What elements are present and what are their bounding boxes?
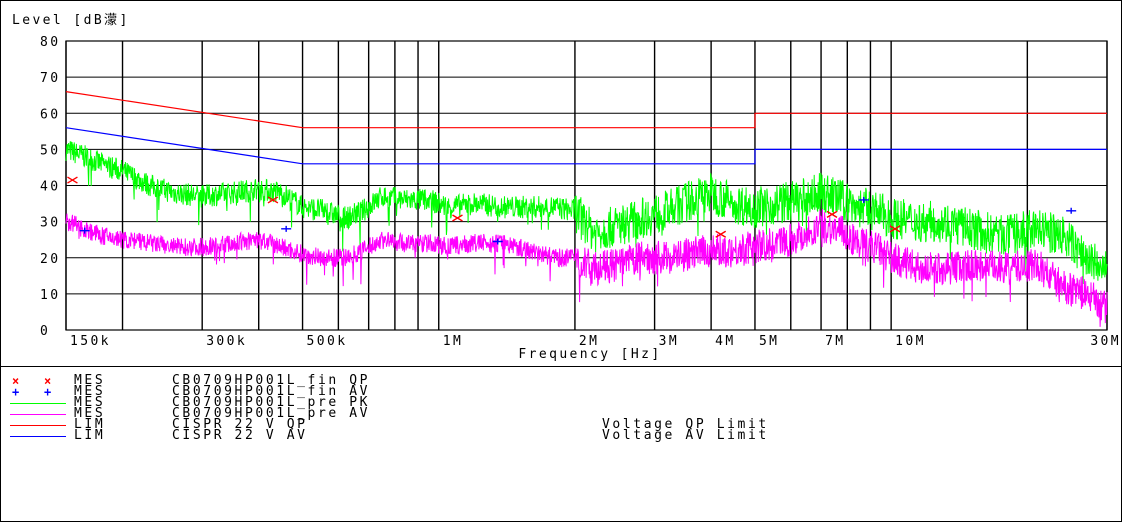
legend-series-name: CB0709HP001L_fin QP — [172, 373, 371, 388]
av-measurement-point — [79, 227, 90, 234]
y-tick-label: 50 — [40, 143, 60, 158]
x-tick-label: 3M — [659, 334, 679, 349]
legend-divider — [0, 366, 1121, 367]
legend-marker-icon: + — [44, 385, 52, 399]
y-tick-label: 70 — [40, 71, 60, 86]
legend-marker-icon: + — [12, 385, 20, 399]
y-tick-label: 30 — [40, 216, 60, 231]
legend-marker-icon: × — [44, 374, 52, 388]
av-measurement-point — [858, 196, 869, 203]
qp-measurement-point — [67, 176, 78, 184]
legend-series-name: CB0709HP001L_pre AV — [172, 406, 371, 421]
legend-row: + + MES CB0709HP001L_fin AV — [10, 384, 1110, 399]
legend-type: LIM — [74, 417, 106, 432]
legend-row: MES CB0709HP001L_pre PK — [10, 395, 1110, 410]
legend-type: MES — [74, 406, 106, 421]
legend-line-swatch — [10, 403, 66, 404]
x-tick-label: 1M — [443, 334, 463, 349]
qp-measurement-point — [826, 210, 838, 219]
x-tick-label: 4M — [715, 334, 735, 349]
y-tick-label: 80 — [40, 35, 60, 50]
qp-measurement-point — [452, 214, 463, 222]
legend-type: MES — [74, 373, 106, 388]
legend-row: LIM CISPR 22 V QP Voltage QP Limit — [10, 417, 1110, 432]
limit-line-cispr-22-v-av — [65, 127, 1107, 165]
x-tick-label: 300k — [206, 334, 247, 349]
legend-marker-icon: × — [12, 374, 20, 388]
legend-line-swatch — [10, 414, 66, 415]
legend-series-name: CB0709HP001L_fin AV — [172, 384, 371, 399]
legend-description: Voltage QP Limit — [602, 417, 769, 432]
limit-line-cispr-22-v-qp — [65, 91, 1107, 129]
emission-chart: 0 10 20 30 40 50 60 70 80 150k 300k 500k 1M 2M 3M 4M 5M 7… — [12, 13, 1121, 362]
y-tick-label: 60 — [40, 107, 60, 122]
x-tick-label: 5M — [759, 334, 779, 349]
legend-type: LIM — [74, 428, 106, 443]
chart-title: Level [dB濛] — [12, 13, 130, 28]
x-tick-label: 500k — [307, 334, 348, 349]
x-tick-label: 150k — [70, 334, 111, 349]
av-measurement-point — [492, 238, 503, 245]
legend-series-name: CISPR 22 V AV — [172, 428, 308, 443]
trace-cb0709hp001l-pre-av — [65, 208, 1108, 327]
qp-measurement-point — [267, 196, 279, 204]
legend-row: LIM CISPR 22 V AV Voltage AV Limit — [10, 428, 1110, 443]
av-measurement-point — [1066, 207, 1077, 214]
av-measurement-point — [281, 225, 292, 232]
qp-measurement-point — [889, 225, 901, 233]
legend-series-name: CISPR 22 V QP — [172, 417, 308, 432]
legend-type: MES — [74, 395, 106, 410]
trace-cb0709hp001l-pre-pk — [65, 141, 1108, 285]
x-axis-label: Frequency [Hz] — [518, 347, 661, 362]
y-tick-label: 20 — [40, 252, 60, 267]
legend-line-swatch — [10, 436, 66, 437]
y-tick-label: 0 — [40, 324, 50, 339]
legend-row: MES CB0709HP001L_pre AV — [10, 406, 1110, 421]
legend-line-swatch — [10, 425, 66, 426]
x-tick-label: 7M — [825, 334, 845, 349]
legend-type: MES — [74, 384, 106, 399]
x-tick-label: 10M — [895, 334, 926, 349]
legend-series-name: CB0709HP001L_pre PK — [172, 395, 371, 410]
y-tick-label: 40 — [40, 180, 60, 195]
legend-description: Voltage AV Limit — [602, 428, 769, 443]
y-tick-label: 10 — [40, 288, 60, 303]
x-tick-label: 30M — [1090, 334, 1121, 349]
qp-measurement-point — [715, 230, 727, 238]
legend-row: × × MES CB0709HP001L_fin QP — [10, 373, 1110, 388]
x-tick-label: 2M — [579, 334, 599, 349]
